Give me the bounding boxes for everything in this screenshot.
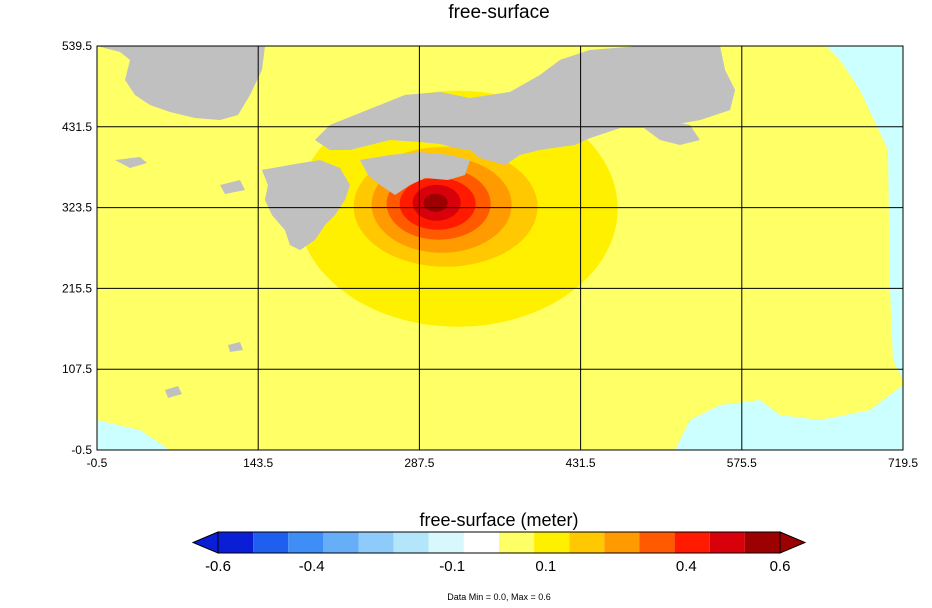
- y-tick-label: 431.5: [62, 120, 92, 134]
- y-tick-label: 539.5: [62, 39, 92, 53]
- colorbar-swatch: [428, 532, 464, 553]
- land-mass: [315, 46, 735, 165]
- colorbar-tick-label: -0.1: [439, 558, 465, 575]
- x-tick-label: 431.5: [566, 456, 596, 470]
- colorbar-swatch: [358, 532, 394, 553]
- colorbar-tick-label: 0.1: [535, 558, 556, 575]
- land-mass: [360, 152, 470, 195]
- plot-frame: [96, 45, 904, 451]
- x-tick-label: 143.5: [243, 456, 273, 470]
- colorbar-swatch: [534, 532, 570, 553]
- land-mass: [228, 342, 243, 352]
- x-tick-label: 287.5: [404, 456, 434, 470]
- zero-sea-region: [675, 385, 903, 450]
- colorbar-title: free-surface (meter): [419, 510, 579, 530]
- colorbar-swatch: [744, 532, 780, 553]
- zero-sea-region: [826, 46, 903, 380]
- colorbar-tick-label: 0.6: [770, 558, 791, 575]
- data-range-footer: Data Min = 0.0, Max = 0.6: [447, 592, 551, 602]
- x-tick-label: 575.5: [727, 456, 757, 470]
- land-mass: [262, 160, 350, 250]
- colorbar-swatch: [253, 532, 289, 553]
- colorbar-tick-label: 0.4: [676, 558, 697, 575]
- colorbar-swatch: [288, 532, 324, 553]
- colorbar-swatch: [709, 532, 745, 553]
- colorbar-swatch: [604, 532, 640, 553]
- colorbar-swatch: [499, 532, 535, 553]
- y-tick-label: 215.5: [62, 281, 92, 295]
- contour-level-7: [423, 193, 448, 212]
- y-tick-label: 107.5: [62, 362, 92, 376]
- colorbar-swatch: [639, 532, 675, 553]
- colorbar-swatch: [674, 532, 710, 553]
- land-mass: [97, 46, 265, 120]
- colorbar-swatch: [569, 532, 605, 553]
- y-tick-label: 323.5: [62, 201, 92, 215]
- zero-sea-region: [97, 420, 170, 450]
- colorbar-swatch: [463, 532, 499, 553]
- colorbar-tick-label: -0.6: [205, 558, 231, 575]
- land-mass: [165, 386, 182, 398]
- x-tick-label: -0.5: [87, 456, 108, 470]
- land-mass: [220, 180, 245, 194]
- colorbar-swatch: [393, 532, 429, 553]
- colorbar-swatch: [218, 532, 254, 553]
- colorbar-over-arrow: [779, 531, 807, 554]
- y-tick-label: -0.5: [71, 443, 92, 457]
- map-area: [97, 46, 903, 450]
- chart-title: free-surface: [448, 2, 550, 23]
- colorbar-under-arrow: [191, 531, 219, 554]
- colorbar-tick-label: -0.4: [299, 558, 325, 575]
- x-tick-label: 719.5: [888, 456, 918, 470]
- colorbar-swatch: [323, 532, 359, 553]
- land-mass: [115, 157, 147, 168]
